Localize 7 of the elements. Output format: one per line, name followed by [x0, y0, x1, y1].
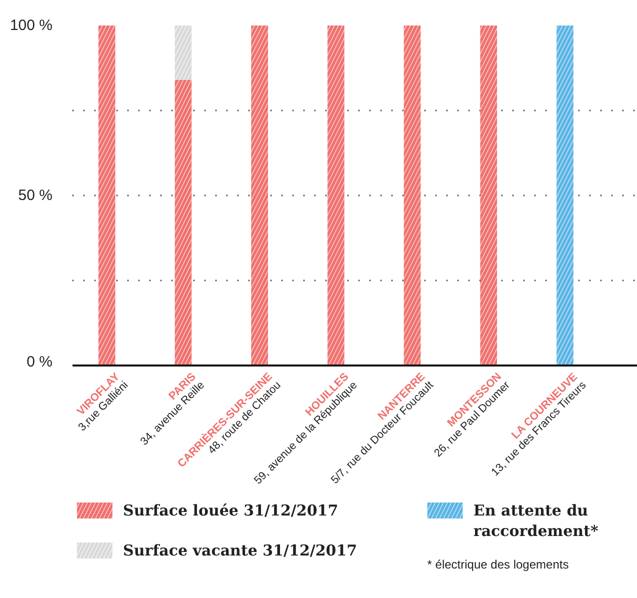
y-tick-label: 0 %	[26, 354, 53, 370]
text: * électrique des logements	[427, 558, 569, 572]
y-tick-label: 50 %	[18, 187, 53, 204]
y-tick-label: 100 %	[10, 17, 53, 34]
legend-label: Surface louée 31/12/2017	[123, 502, 338, 520]
legend-label: En attente du raccordement*	[473, 502, 598, 540]
legend-label: Surface vacante 31/12/2017	[123, 542, 358, 560]
